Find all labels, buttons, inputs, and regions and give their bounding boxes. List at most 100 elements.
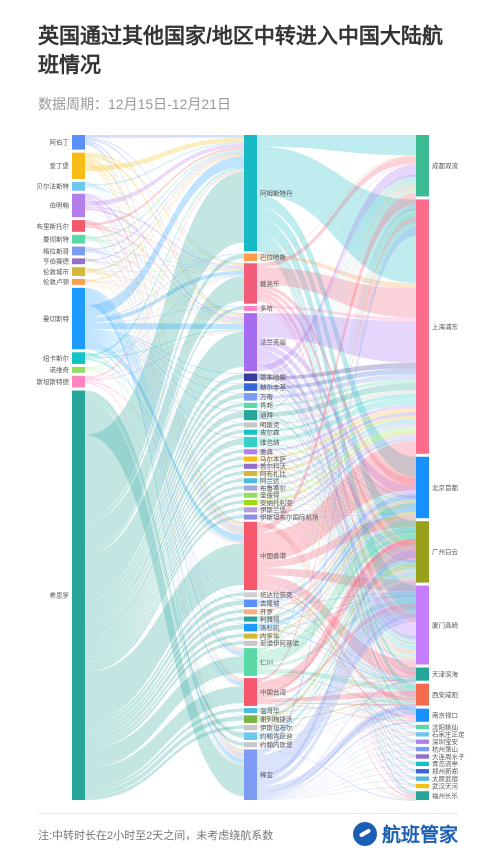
node-label: 肯邦: [260, 401, 274, 410]
flow-link: [257, 510, 416, 579]
flow-link: [257, 702, 416, 747]
flow-link: [257, 443, 416, 571]
flow-link: [85, 305, 244, 324]
flow-link: [257, 742, 416, 798]
flow-link: [85, 337, 244, 479]
flow-link: [257, 749, 416, 801]
flow-link: [257, 466, 416, 509]
flow-link: [257, 526, 416, 596]
flow-link: [257, 509, 416, 515]
node-destination: [416, 791, 429, 800]
node-label: 皮尔森: [260, 428, 280, 437]
flow-link: [257, 673, 416, 721]
flow-link: [257, 764, 416, 799]
flow-link: [85, 156, 244, 318]
flow-link: [257, 258, 416, 543]
flow-link: [257, 374, 416, 562]
flow-link: [85, 348, 244, 601]
node-label: 樟宜: [260, 770, 274, 779]
flow-link: [85, 297, 244, 717]
flow-link: [85, 186, 244, 267]
flow-link: [257, 511, 416, 637]
flow-link: [85, 275, 244, 380]
flow-link: [257, 184, 416, 450]
flow-link: [257, 648, 416, 799]
flow-link: [257, 529, 416, 613]
node-label: 曼切斯特: [43, 314, 70, 323]
flow-link: [257, 217, 416, 682]
flow-link: [85, 251, 244, 323]
flow-link: [257, 749, 416, 799]
flow-link: [85, 269, 244, 759]
node-hub: [244, 313, 257, 372]
node-origin: [72, 258, 85, 265]
flow-link: [257, 527, 416, 605]
flow-link: [257, 242, 416, 727]
flow-link: [85, 151, 244, 251]
node-hub: [244, 485, 257, 491]
flow-link: [85, 183, 244, 681]
flow-link: [85, 198, 244, 682]
flow-link: [257, 702, 416, 706]
node-label: 巴拉哈斯: [260, 253, 287, 262]
flow-link: [257, 592, 416, 605]
node-destination: [416, 761, 429, 767]
flow-link: [257, 430, 416, 503]
flow-link: [257, 503, 416, 659]
flow-link: [85, 395, 244, 746]
flow-link: [257, 185, 416, 458]
flow-link: [257, 518, 416, 661]
flow-link: [85, 225, 244, 269]
node-label: 仁川: [260, 657, 273, 666]
node-label: 明斯克: [260, 420, 280, 429]
node-label: 多哈: [260, 304, 274, 313]
flow-link: [257, 209, 416, 625]
flow-link: [85, 708, 244, 792]
flow-link: [257, 410, 416, 645]
flow-link: [257, 422, 416, 646]
node-label: 布里斯托尔: [37, 221, 70, 230]
node-label: 上海浦东: [432, 322, 459, 331]
flow-link: [257, 568, 416, 728]
flow-link: [257, 522, 416, 758]
node-hub: [244, 507, 257, 513]
node-hub: [244, 609, 257, 615]
node-hub: [244, 725, 257, 731]
flow-link: [85, 333, 244, 431]
node-hub: [244, 678, 257, 706]
node-origin: [72, 193, 85, 218]
flow-link: [257, 672, 416, 705]
flow-link: [257, 671, 416, 680]
flow-link: [257, 309, 416, 624]
flow-link: [257, 490, 416, 595]
node-hub: [244, 492, 257, 498]
flow-link: [85, 287, 244, 610]
flow-link: [257, 292, 416, 623]
flow-link: [85, 336, 244, 472]
flow-link: [257, 299, 416, 715]
flow-link: [85, 449, 244, 640]
flow-link: [257, 452, 416, 572]
flow-link: [257, 368, 416, 390]
flow-link: [257, 192, 416, 516]
flow-link: [257, 191, 416, 508]
node-labels: 阿伯丁爱丁堡贝尔法斯特伯明翰布里斯托尔曼彻斯特格拉斯哥亨伯赛德伦敦城市伦敦卢顿曼…: [37, 138, 466, 800]
flow-link: [257, 524, 416, 787]
flow-link: [85, 258, 244, 533]
flow-link: [257, 398, 416, 501]
flow-link: [257, 644, 416, 685]
node-origin: [72, 267, 85, 276]
flow-link: [85, 288, 244, 618]
flow-link: [257, 610, 416, 729]
flow-link: [257, 546, 416, 738]
flow-link: [257, 480, 416, 511]
node-destination: [416, 724, 429, 730]
flow-link: [85, 163, 244, 753]
flow-link: [257, 757, 416, 799]
node-hub: [244, 253, 257, 262]
flow-link: [85, 493, 244, 662]
flow-link: [257, 298, 416, 694]
flow-link: [257, 416, 416, 503]
footnote: 注:中转时长在2小时至2天之间，未考虑绕航系数: [38, 830, 274, 842]
flow-link: [257, 221, 416, 709]
